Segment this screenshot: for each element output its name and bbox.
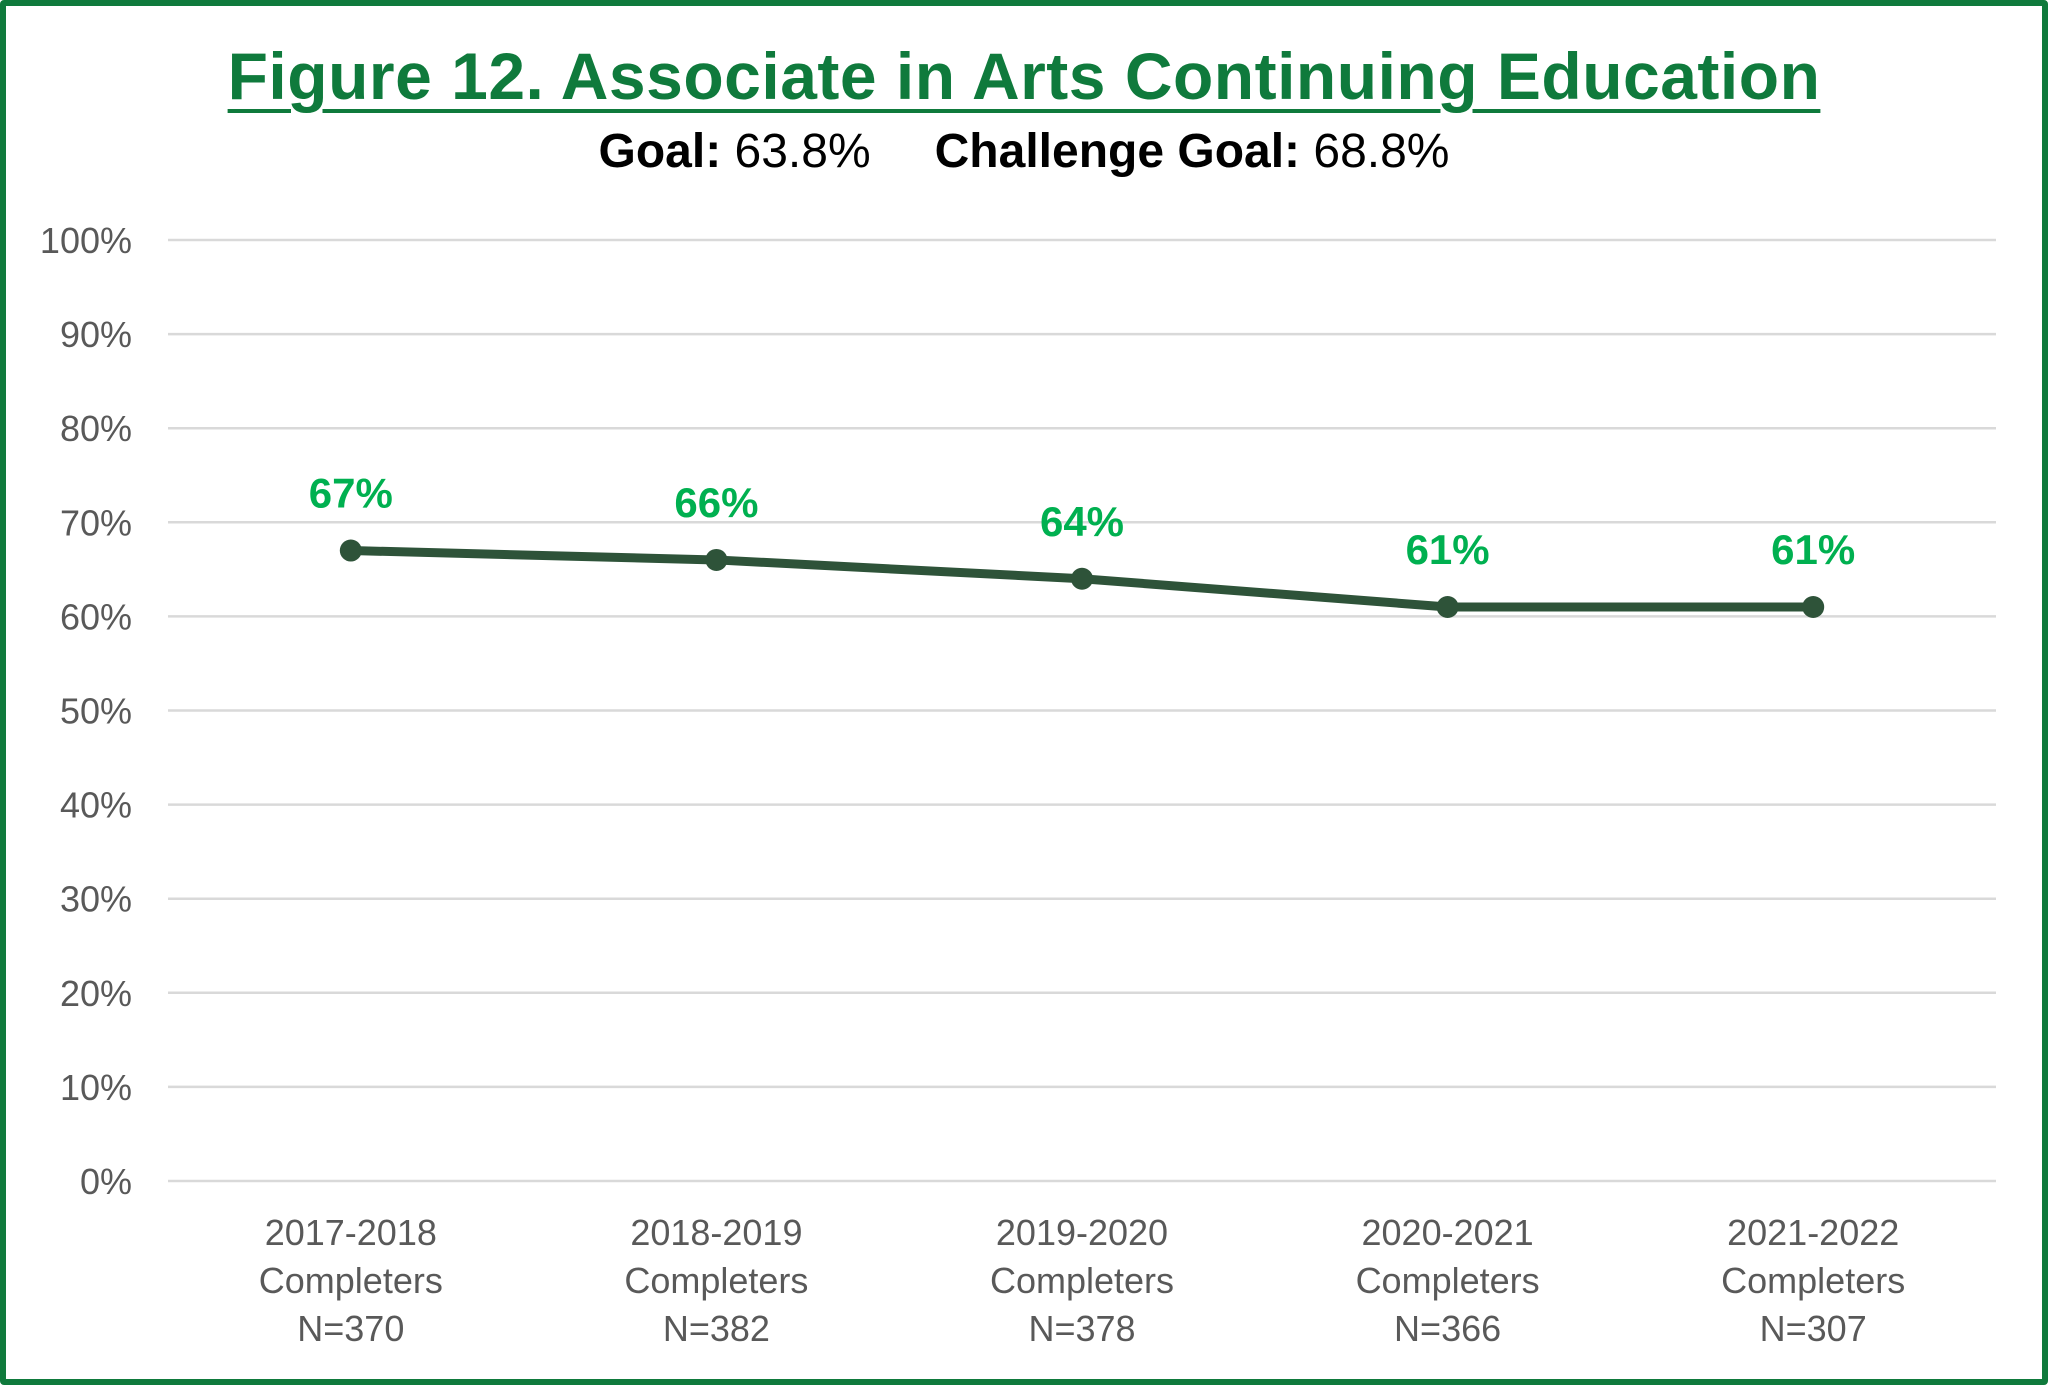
x-tick-label: 2019-2020 Completers N=378 bbox=[990, 1212, 1174, 1349]
x-tick-line: N=307 bbox=[1760, 1308, 1867, 1349]
data-label: 61% bbox=[1406, 526, 1490, 573]
data-point bbox=[339, 539, 362, 562]
x-tick-line: 2020-2021 bbox=[1362, 1212, 1534, 1253]
goal-value: 63.8% bbox=[734, 125, 871, 178]
series-completion-rate bbox=[339, 539, 1825, 618]
data-point bbox=[705, 548, 728, 571]
goal-label: Goal: bbox=[598, 125, 722, 178]
data-point bbox=[1802, 595, 1825, 618]
data-point bbox=[1436, 595, 1459, 618]
x-tick-line: 2019-2020 bbox=[996, 1212, 1168, 1253]
x-tick-label: 2018-2019 Completers N=382 bbox=[624, 1212, 808, 1349]
data-point bbox=[1071, 567, 1093, 590]
y-tick-label: 30% bbox=[60, 879, 132, 920]
x-tick-label: 2020-2021 Completers N=366 bbox=[1356, 1212, 1540, 1349]
y-tick-label: 0% bbox=[80, 1161, 132, 1202]
y-tick-label: 100% bbox=[40, 220, 132, 261]
challenge-goal-value: 68.8% bbox=[1313, 125, 1450, 178]
x-tick-line: Completers bbox=[259, 1260, 443, 1301]
y-tick-label: 10% bbox=[60, 1067, 132, 1108]
challenge-goal-label: Challenge Goal: bbox=[934, 125, 1301, 178]
y-tick-label: 20% bbox=[60, 973, 132, 1014]
x-tick-line: Completers bbox=[990, 1260, 1174, 1301]
x-tick-line: N=366 bbox=[1394, 1308, 1501, 1349]
x-axis-ticks: 2017-2018 Completers N=370 2018-2019 Complet… bbox=[259, 1212, 1905, 1349]
x-tick-line: 2017-2018 bbox=[265, 1212, 437, 1253]
x-tick-line: 2018-2019 bbox=[630, 1212, 802, 1253]
data-label: 61% bbox=[1771, 526, 1855, 573]
y-tick-label: 80% bbox=[60, 408, 132, 449]
x-tick-line: 2021-2022 bbox=[1727, 1212, 1899, 1253]
x-tick-line: Completers bbox=[1356, 1260, 1540, 1301]
data-label: 64% bbox=[1040, 498, 1124, 545]
x-tick-line: N=370 bbox=[297, 1308, 404, 1349]
x-tick-line: Completers bbox=[1721, 1260, 1905, 1301]
x-tick-label: 2021-2022 Completers N=307 bbox=[1721, 1212, 1905, 1349]
x-tick-line: N=382 bbox=[663, 1308, 770, 1349]
x-tick-line: Completers bbox=[624, 1260, 808, 1301]
chart-subtitle: Goal: 63.8% Challenge Goal: 68.8% bbox=[0, 124, 2048, 179]
x-tick-label: 2017-2018 Completers N=370 bbox=[259, 1212, 443, 1349]
x-tick-line: N=378 bbox=[1028, 1308, 1135, 1349]
y-tick-label: 90% bbox=[60, 314, 132, 355]
y-tick-label: 60% bbox=[60, 596, 132, 637]
data-labels: 67% 66% 64% 61% 61% bbox=[309, 470, 1855, 573]
chart-title: Figure 12. Associate in Arts Continuing … bbox=[227, 39, 1821, 113]
y-tick-label: 40% bbox=[60, 785, 132, 826]
y-tick-label: 70% bbox=[60, 502, 132, 543]
gridlines bbox=[168, 238, 1996, 1183]
data-label: 67% bbox=[309, 470, 393, 517]
y-axis-ticks: 0% 10% 20% 30% 40% 50% 60% 70% 80% 90% 100% bbox=[40, 220, 132, 1202]
y-tick-label: 50% bbox=[60, 691, 132, 732]
data-label: 66% bbox=[674, 479, 758, 526]
